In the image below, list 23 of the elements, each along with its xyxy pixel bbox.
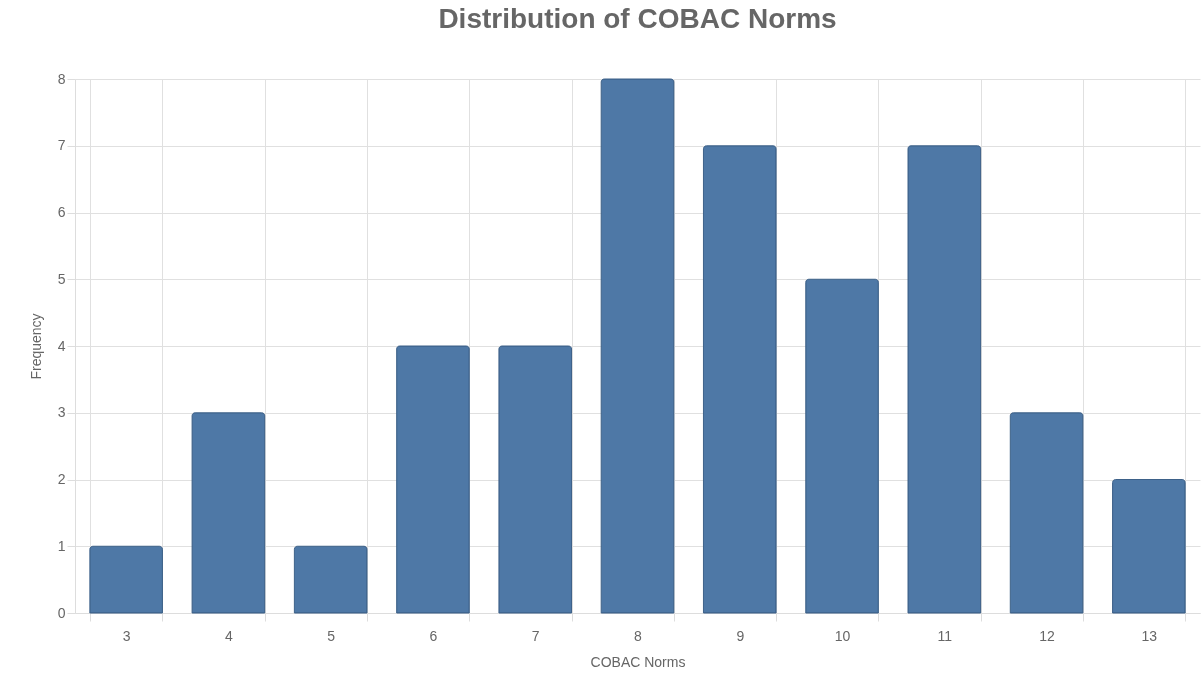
y-tick-label: 8: [57, 70, 66, 87]
y-tick-label: 6: [57, 204, 66, 220]
y-tick-label: 0: [57, 604, 66, 621]
y-tick-label: 3: [57, 404, 66, 421]
x-tick-label: 10: [834, 627, 851, 644]
y-axis-title: Frequency: [27, 313, 44, 380]
chart-title: Distribution of COBAC Norms: [438, 3, 837, 34]
x-axis-title: COBAC Norms: [590, 653, 686, 670]
x-tick-label: 11: [937, 627, 953, 644]
x-tick-label: 3: [122, 627, 131, 644]
x-tick-label: 7: [531, 627, 540, 644]
y-tick-label: 7: [57, 137, 66, 154]
y-tick-label: 1: [57, 537, 66, 554]
y-tick-label: 5: [57, 270, 66, 287]
y-tick-label: 2: [57, 471, 66, 487]
x-tick-label: 9: [736, 627, 745, 644]
x-tick-label: 5: [327, 627, 336, 644]
x-tick-label: 6: [429, 627, 438, 644]
x-tick-label: 4: [225, 627, 234, 644]
x-tick-label: 12: [1039, 627, 1056, 644]
x-tick-label: 8: [634, 627, 643, 644]
x-tick-label: 13: [1141, 627, 1158, 644]
y-tick-label: 4: [57, 337, 66, 354]
